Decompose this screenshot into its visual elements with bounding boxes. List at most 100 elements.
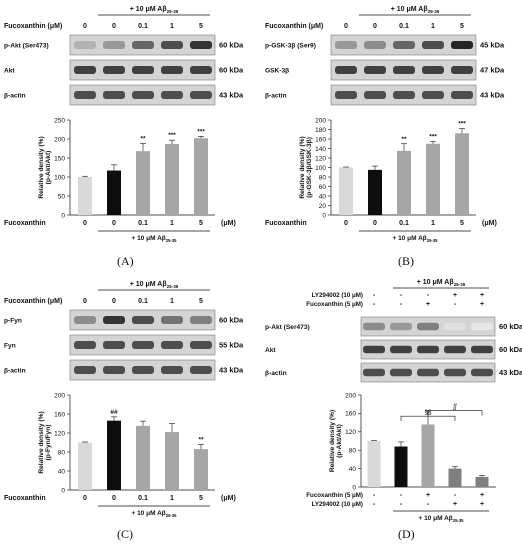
x-row-label: Fucoxanthin <box>4 495 46 502</box>
header-mark: + <box>480 292 484 299</box>
treatment-header: + 10 μM Aβ25-35 <box>417 279 466 287</box>
y-tick-label: 250 <box>54 117 65 124</box>
bar <box>165 432 179 490</box>
blot-band <box>451 91 473 99</box>
significance-bracket <box>400 415 456 422</box>
dose-label: 0 <box>112 23 116 30</box>
y-tick-label: 200 <box>54 136 65 143</box>
y-axis-label-2: (p-GSK-3β/GSK-3β) <box>306 137 313 198</box>
y-tick-label: 20 <box>319 203 327 210</box>
header-mark: - <box>454 301 457 308</box>
y-tick-label: 40 <box>349 466 357 473</box>
blot-band <box>422 41 444 49</box>
bar <box>475 476 489 487</box>
y-axis-label: Relative density (%) <box>329 410 336 472</box>
bar <box>394 446 408 487</box>
blot-band <box>103 41 125 49</box>
panel-d: + 10 μM Aβ25-35 LY294002 (10 μM) - - - + + Fuco… <box>261 275 522 550</box>
bar <box>421 424 435 487</box>
y-tick-label: 200 <box>54 392 65 399</box>
blot-band <box>132 366 154 374</box>
blot-band <box>132 341 154 349</box>
x-tick-label: 1 <box>170 495 174 502</box>
x-tick-label: 0 <box>373 220 377 227</box>
blot-band <box>363 322 385 331</box>
y-axis-label-2: (p-Akt/Akt) <box>336 424 343 458</box>
significance-mark: *** <box>429 133 437 140</box>
significance-mark: ** <box>140 136 146 143</box>
bar <box>397 150 411 215</box>
dose-row-label: Fucoxanthin (μM) <box>4 23 62 30</box>
y-tick-label: 160 <box>345 411 356 418</box>
panel-label-a: (A) <box>117 254 134 268</box>
dose-label: 1 <box>170 298 174 305</box>
bottom-mark: - <box>373 501 376 508</box>
header-mark: - <box>400 301 403 308</box>
blot-band <box>390 368 412 377</box>
unit-label: (μM) <box>221 220 236 227</box>
blot-band <box>190 341 212 349</box>
panel-a-svg: + 10 μM Aβ25-35 Fucoxanthin (μM) 0 0 0.1 1 5 p-… <box>4 6 244 243</box>
bottom-mark: + <box>426 492 430 499</box>
blot-kda: 43 kDa <box>499 368 522 377</box>
x-row-label: Fucoxanthin <box>4 220 46 227</box>
blot-band <box>103 341 125 349</box>
blot-kda: 60 kDa <box>499 322 522 331</box>
blot-band <box>422 66 444 74</box>
blot-band <box>74 66 96 74</box>
blot-band <box>132 316 154 324</box>
x-tick-label: 0.1 <box>138 495 148 502</box>
bar <box>78 177 92 215</box>
x-row-label: Fucoxanthin <box>265 220 307 227</box>
blot-kda: 55 kDa <box>219 341 244 350</box>
blot-kda: 47 kDa <box>480 66 505 75</box>
blot-band <box>161 366 183 374</box>
bracket-label: ∬ <box>452 403 458 411</box>
significance-mark: ## <box>110 409 118 416</box>
unit-label: (μM) <box>482 220 497 227</box>
y-tick-label: 80 <box>58 449 66 456</box>
dose-row-label: Fucoxanthin (μM) <box>265 23 323 30</box>
blot-band <box>74 341 96 349</box>
y-tick-label: 0 <box>61 487 65 494</box>
x-tick-label: 5 <box>199 495 203 502</box>
blot-kda: 60 kDa <box>219 66 244 75</box>
panel-label-d: (D) <box>398 527 415 541</box>
blot-kda: 60 kDa <box>219 316 244 325</box>
blot-band <box>132 91 154 99</box>
x-tick-label: 5 <box>199 220 203 227</box>
treatment-header: + 10 μM Aβ25-35 <box>391 6 440 14</box>
blot-band <box>444 322 466 331</box>
blot-band <box>161 66 183 74</box>
bar <box>165 143 179 215</box>
dose-label: 0.1 <box>399 23 409 30</box>
blot-name: Fyn <box>4 343 16 350</box>
blot-band <box>393 41 415 49</box>
blot-band <box>335 41 357 49</box>
blot-band <box>390 345 412 354</box>
y-tick-label: 120 <box>315 155 326 162</box>
blot-band <box>103 91 125 99</box>
blot-band <box>417 345 439 354</box>
treatment-header: + 10 μM Aβ25-35 <box>130 6 179 14</box>
y-axis-label-2: (p-Akt/Akt) <box>45 151 52 185</box>
blot-name: β-actin <box>4 93 26 100</box>
bottom-mark: + <box>453 501 457 508</box>
blot-band <box>363 368 385 377</box>
blot-name: Akt <box>265 347 276 354</box>
blot-band <box>190 316 212 324</box>
header-row-label: Fucoxanthin (5 μM) <box>306 301 363 308</box>
blot-name: p-Akt (Ser473) <box>4 43 49 50</box>
bottom-mark: - <box>400 501 403 508</box>
dose-label: 0 <box>83 298 87 305</box>
significance-mark: *** <box>197 128 205 135</box>
x-tick-label: 0 <box>83 495 87 502</box>
blot-band <box>444 345 466 354</box>
blot-kda: 43 kDa <box>219 366 244 375</box>
bar <box>78 442 92 490</box>
blot-name: p-GSK-3β (Ser9) <box>265 43 316 50</box>
x-tick-label: 0 <box>112 220 116 227</box>
x-tick-label: 0.1 <box>138 220 148 227</box>
header-row-label: LY294002 (10 μM) <box>312 292 363 299</box>
treatment-header: + 10 μM Aβ25-35 <box>130 281 179 289</box>
